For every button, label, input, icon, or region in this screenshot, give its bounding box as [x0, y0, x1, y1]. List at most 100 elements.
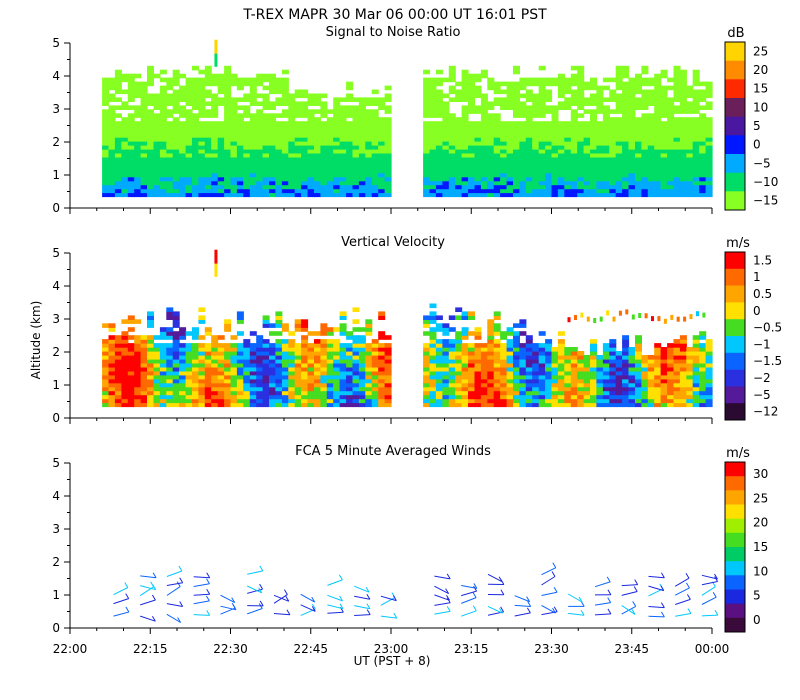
velocity-cell	[468, 370, 475, 376]
snr-cell	[583, 176, 591, 182]
snr-cell	[705, 125, 713, 130]
snr-cell	[705, 164, 713, 170]
snr-cell	[134, 176, 142, 182]
snr-cell	[307, 148, 315, 154]
snr-cell	[583, 81, 591, 87]
velocity-cell	[574, 315, 577, 320]
velocity-cell	[121, 370, 129, 376]
snr-cell	[211, 160, 219, 166]
snr-cell	[557, 152, 565, 158]
velocity-cell	[346, 382, 354, 388]
snr-cell	[455, 188, 463, 194]
snr-cell	[102, 145, 110, 150]
snr-cell	[352, 109, 360, 114]
snr-cell	[352, 125, 360, 130]
wind-barb-flag	[472, 605, 477, 612]
snr-cell	[102, 180, 110, 186]
snr-cell	[185, 141, 193, 146]
wind-barb-flag	[178, 565, 183, 572]
snr-cell	[358, 164, 366, 170]
velocity-cell	[236, 390, 244, 396]
wind-barb-flag	[473, 585, 478, 592]
snr-cell	[590, 156, 597, 162]
velocity-cell	[442, 343, 450, 348]
velocity-cell	[506, 339, 514, 344]
velocity-cell	[134, 319, 142, 324]
velocity-cell	[121, 358, 129, 364]
snr-cell	[532, 164, 540, 170]
velocity-cell	[442, 366, 450, 372]
velocity-cell	[468, 343, 475, 348]
snr-cell	[442, 148, 450, 154]
snr-cell	[198, 133, 206, 138]
snr-cell	[314, 145, 321, 150]
snr-cell	[705, 85, 713, 91]
colorbar-swatch	[725, 154, 745, 173]
velocity-cell	[474, 394, 482, 400]
snr-cell	[641, 148, 649, 154]
velocity-cell	[487, 394, 495, 400]
snr-cell	[114, 81, 122, 87]
velocity-cell	[699, 331, 707, 336]
snr-cell	[602, 145, 610, 150]
velocity-cell	[699, 398, 707, 404]
velocity-cell	[513, 378, 520, 384]
snr-cell	[204, 89, 212, 95]
snr-cell	[172, 164, 180, 170]
velocity-cell	[140, 358, 148, 364]
velocity-cell	[557, 355, 565, 360]
velocity-cell	[590, 378, 597, 384]
snr-cell	[333, 164, 341, 170]
velocity-cell	[211, 343, 219, 348]
snr-cell	[500, 164, 508, 170]
snr-cell	[314, 172, 321, 178]
snr-cell	[506, 81, 514, 87]
snr-cell	[114, 85, 122, 91]
velocity-cell	[140, 355, 148, 360]
snr-cell	[339, 141, 347, 146]
wind-barb-flag	[660, 602, 665, 608]
velocity-cell	[224, 382, 232, 388]
velocity-cell	[172, 382, 180, 388]
velocity-cell	[500, 335, 508, 340]
velocity-cell	[435, 343, 443, 348]
velocity-cell	[179, 394, 187, 400]
y-tick-label: 3	[52, 312, 60, 326]
snr-cell	[256, 184, 264, 190]
snr-cell	[134, 89, 142, 95]
snr-cell	[256, 137, 264, 142]
velocity-cell	[622, 362, 630, 368]
velocity-cell	[275, 331, 283, 336]
snr-cell	[679, 176, 687, 182]
snr-cell	[211, 180, 219, 186]
velocity-cell	[602, 347, 610, 352]
snr-cell	[474, 73, 482, 79]
snr-cell	[615, 184, 623, 190]
velocity-cell	[622, 398, 630, 404]
snr-cell	[320, 129, 328, 134]
velocity-cell	[654, 343, 662, 348]
velocity-cell	[628, 347, 636, 352]
snr-cell	[333, 113, 341, 118]
snr-cell	[307, 180, 315, 186]
snr-cell	[564, 97, 572, 102]
velocity-cell	[320, 366, 328, 372]
velocity-cell	[121, 398, 129, 404]
wind-barb	[166, 613, 181, 623]
snr-cell	[461, 164, 469, 170]
snr-cell	[384, 117, 392, 122]
velocity-cell	[435, 358, 443, 364]
snr-cell	[339, 188, 347, 194]
snr-cell	[519, 184, 527, 190]
velocity-cell	[686, 386, 694, 392]
snr-cell	[609, 192, 617, 198]
snr-cell	[692, 164, 700, 170]
wind-barb-flag	[231, 597, 236, 603]
snr-cell	[211, 188, 219, 194]
velocity-cell	[185, 355, 193, 360]
velocity-cell	[217, 347, 225, 352]
velocity-cell	[114, 339, 122, 344]
velocity-cell	[166, 362, 174, 368]
velocity-cell	[474, 343, 482, 348]
snr-cell	[371, 164, 379, 170]
